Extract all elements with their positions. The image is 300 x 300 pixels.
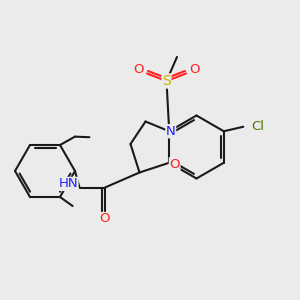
Text: Cl: Cl (252, 120, 265, 133)
Text: S: S (162, 74, 171, 88)
Text: HN: HN (58, 177, 78, 190)
Text: O: O (169, 158, 180, 171)
Text: O: O (189, 63, 200, 76)
Text: N: N (166, 125, 175, 138)
Text: O: O (100, 212, 110, 226)
Text: O: O (133, 63, 144, 76)
